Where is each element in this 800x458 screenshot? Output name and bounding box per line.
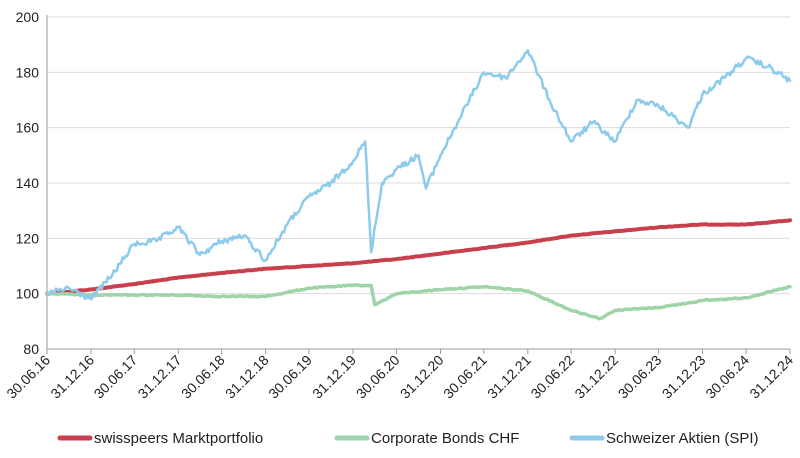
x-tick-label: 30.06.19 [265,352,315,402]
legend: swisspeers Marktportfolio Corporate Bonds… [57,430,759,447]
y-tick-label: 140 [16,175,40,191]
x-tick-label: 30.06.21 [440,352,490,402]
x-tick-label: 31.12.22 [571,352,621,402]
series-line-0 [45,218,792,296]
x-tick-label: 30.06.22 [527,352,577,402]
x-tick-label: 30.06.18 [178,352,228,402]
x-tick-label: 31.12.17 [135,352,185,402]
series-line-2 [45,48,792,301]
x-tick-label: 30.06.20 [353,352,403,402]
legend-label: Schweizer Aktien (SPI) [606,430,759,447]
x-tick-label: 30.06.16 [3,352,53,402]
x-tick-label: 31.12.23 [659,352,709,402]
x-tick-label: 30.06.24 [702,352,752,402]
x-tick-label: 31.12.24 [746,352,796,402]
x-tick-label: 31.12.19 [309,352,359,402]
y-tick-label: 180 [16,64,40,80]
legend-label: Corporate Bonds CHF [371,430,519,447]
y-tick-label: 120 [16,230,40,246]
gridlines [47,16,790,295]
y-tick-label: 160 [16,120,40,136]
x-tick-label: 31.12.18 [222,352,272,402]
axes: 8010012014016018020030.06.1631.12.1630.0… [3,9,796,402]
y-tick-label: 200 [16,9,40,25]
series-line-1 [45,283,792,321]
x-tick-label: 31.12.21 [484,352,534,402]
y-tick-label: 100 [16,286,40,302]
legend-label: swisspeers Marktportfolio [94,430,263,447]
x-tick-label: 31.12.20 [397,352,447,402]
series-lines [45,48,792,321]
x-tick-label: 30.06.23 [615,352,665,402]
x-tick-label: 30.06.17 [91,352,141,402]
y-tick-label: 80 [23,341,39,357]
x-tick-label: 31.12.16 [47,352,97,402]
